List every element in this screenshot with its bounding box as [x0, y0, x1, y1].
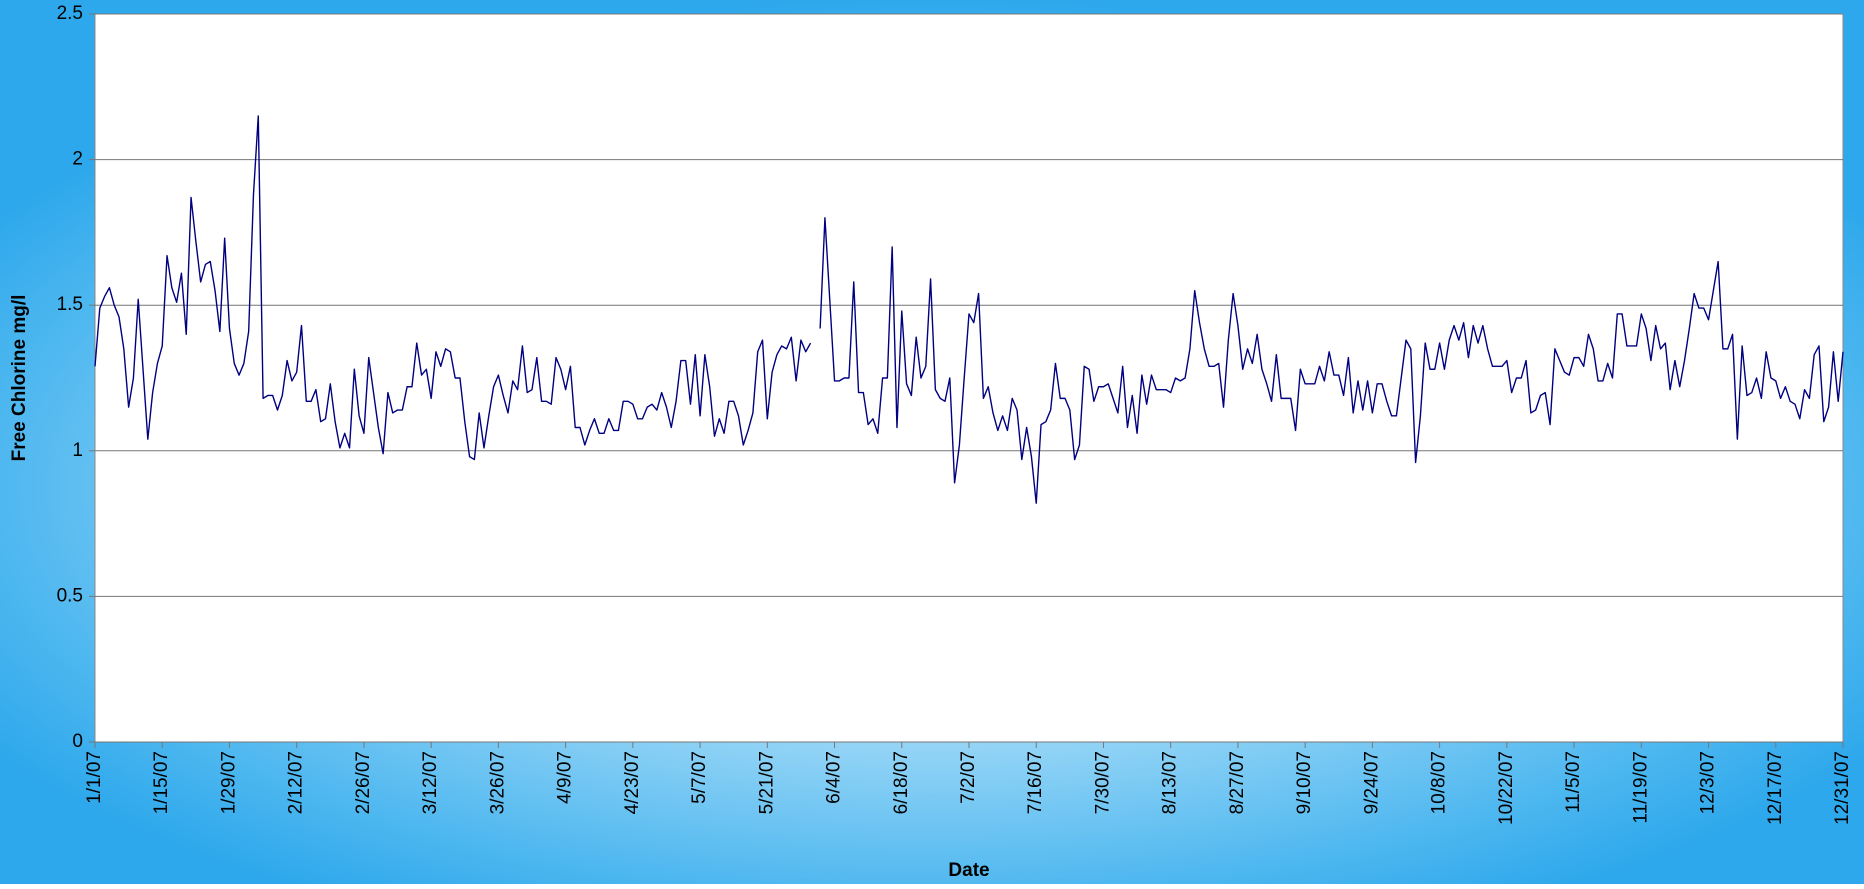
y-axis-title: Free Chlorine mg/l [9, 295, 30, 462]
x-tick-label: 7/16/07 [1025, 751, 1046, 814]
x-tick-label: 10/22/07 [1496, 751, 1517, 825]
x-tick-label: 11/19/07 [1630, 751, 1651, 824]
x-tick-label: 3/12/07 [420, 751, 441, 814]
x-tick-label: 1/1/07 [84, 751, 105, 804]
x-tick-label: 12/3/07 [1698, 751, 1719, 814]
x-tick-label: 1/29/07 [218, 751, 239, 814]
y-tick-label: 0.5 [57, 585, 83, 606]
x-tick-label: 10/8/07 [1429, 751, 1450, 814]
x-tick-label: 7/30/07 [1092, 751, 1113, 814]
x-tick-label: 5/21/07 [756, 751, 777, 814]
x-tick-label: 2/26/07 [353, 751, 374, 814]
y-tick-label: 1 [72, 440, 83, 461]
x-tick-label: 5/7/07 [689, 751, 710, 804]
x-tick-label: 4/9/07 [555, 751, 576, 804]
x-tick-label: 1/15/07 [151, 751, 172, 814]
x-tick-label: 6/18/07 [891, 751, 912, 814]
y-tick-label: 2.5 [57, 3, 83, 24]
x-tick-label: 11/5/07 [1563, 751, 1584, 813]
x-tick-label: 7/2/07 [958, 751, 979, 804]
data-line [94, 115, 1844, 504]
x-tick-label: 12/31/07 [1832, 751, 1853, 825]
y-tick-label: 0 [72, 731, 83, 752]
x-tick-label: 8/13/07 [1160, 751, 1181, 814]
x-tick-label: 3/26/07 [487, 751, 508, 814]
x-tick-label: 8/27/07 [1227, 751, 1248, 814]
x-tick-label: 6/4/07 [824, 751, 845, 804]
x-axis-title: Date [948, 860, 989, 881]
x-tick-label: 9/24/07 [1361, 751, 1382, 814]
y-tick-label: 1.5 [57, 294, 83, 315]
x-tick-label: 12/17/07 [1765, 751, 1786, 825]
x-tick-label: 2/12/07 [286, 751, 307, 814]
plot-area [94, 13, 1844, 743]
x-tick-label: 9/10/07 [1294, 751, 1315, 814]
x-tick-label: 4/23/07 [622, 751, 643, 814]
y-tick-label: 2 [72, 149, 83, 170]
